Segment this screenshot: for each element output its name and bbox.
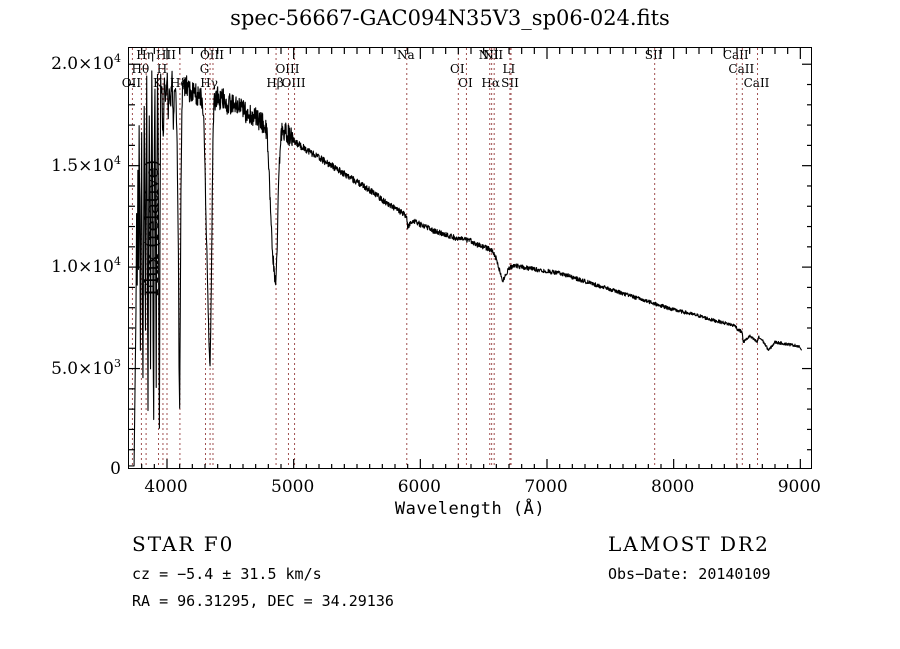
spectral-line-label: OII <box>121 76 142 90</box>
spectral-line-label: CaII <box>743 76 770 90</box>
y-tick-label: 1.0×104 <box>51 255 121 277</box>
spectral-line-label: CaII <box>728 62 755 76</box>
x-tick-label: 8000 <box>651 477 695 497</box>
spectral-line-label: Hα <box>481 76 500 90</box>
x-tick-label: 6000 <box>397 477 441 497</box>
chart-area: Flux (relative) 2.0×104 1.5×104 1.0×104 5.0… <box>51 47 821 519</box>
y-tick-label: 5.0×103 <box>51 356 121 379</box>
x-tick-label: 9000 <box>777 477 821 497</box>
survey-name-text: LAMOST DR2 <box>608 532 770 556</box>
footer-left-block: STAR F0 cz = −5.4 ± 31.5 km/s RA = 96.31… <box>132 532 394 619</box>
spectral-line-label: G <box>199 62 210 76</box>
spectral-line-label: HII <box>156 48 176 62</box>
obs-date-text: Obs−Date: 20140109 <box>608 565 771 583</box>
spectral-line-label: Hη <box>136 48 154 62</box>
footer-right-block: LAMOST DR2 Obs−Date: 20140109 <box>608 532 771 592</box>
cz-text: cz = −5.4 ± 31.5 km/s <box>132 565 322 583</box>
x-tick-label: 7000 <box>524 477 568 497</box>
x-axis-label: Wavelength (Å) <box>394 499 546 519</box>
spectral-line-label: NII <box>483 48 504 62</box>
page-title: spec-56667-GAC094N35V3_sp06-024.fits <box>230 6 670 30</box>
spectral-line-label: Hθ <box>131 62 150 76</box>
spectral-line-label: LI <box>502 62 516 76</box>
x-tick-label: 4000 <box>144 477 188 497</box>
plot-frame <box>128 47 812 469</box>
y-tick-label: 1.5×104 <box>51 153 121 176</box>
coordinates-text: RA = 96.31295, DEC = 34.29136 <box>132 592 394 610</box>
spectral-line-label: Hβ <box>266 76 284 90</box>
y-tick-label: 0 <box>110 459 121 479</box>
axis-ticks <box>129 48 811 468</box>
x-tick-label: 5000 <box>271 477 315 497</box>
spectrum-trace <box>129 70 803 467</box>
y-tick-label: 2.0×104 <box>51 52 121 75</box>
spectral-line-label: OI <box>458 76 473 90</box>
spectrum-plot <box>129 48 811 468</box>
spectral-line-label: Na <box>396 48 415 62</box>
spectral-line-markers <box>131 48 759 468</box>
spectral-line-label: OIII <box>275 62 300 76</box>
object-type-text: STAR F0 <box>132 532 235 556</box>
spectral-line-label: H <box>156 62 168 76</box>
spectral-line-label: OI <box>450 62 465 76</box>
spectral-line-label: SII <box>644 48 663 62</box>
spectral-line-label: OIII <box>281 76 306 90</box>
